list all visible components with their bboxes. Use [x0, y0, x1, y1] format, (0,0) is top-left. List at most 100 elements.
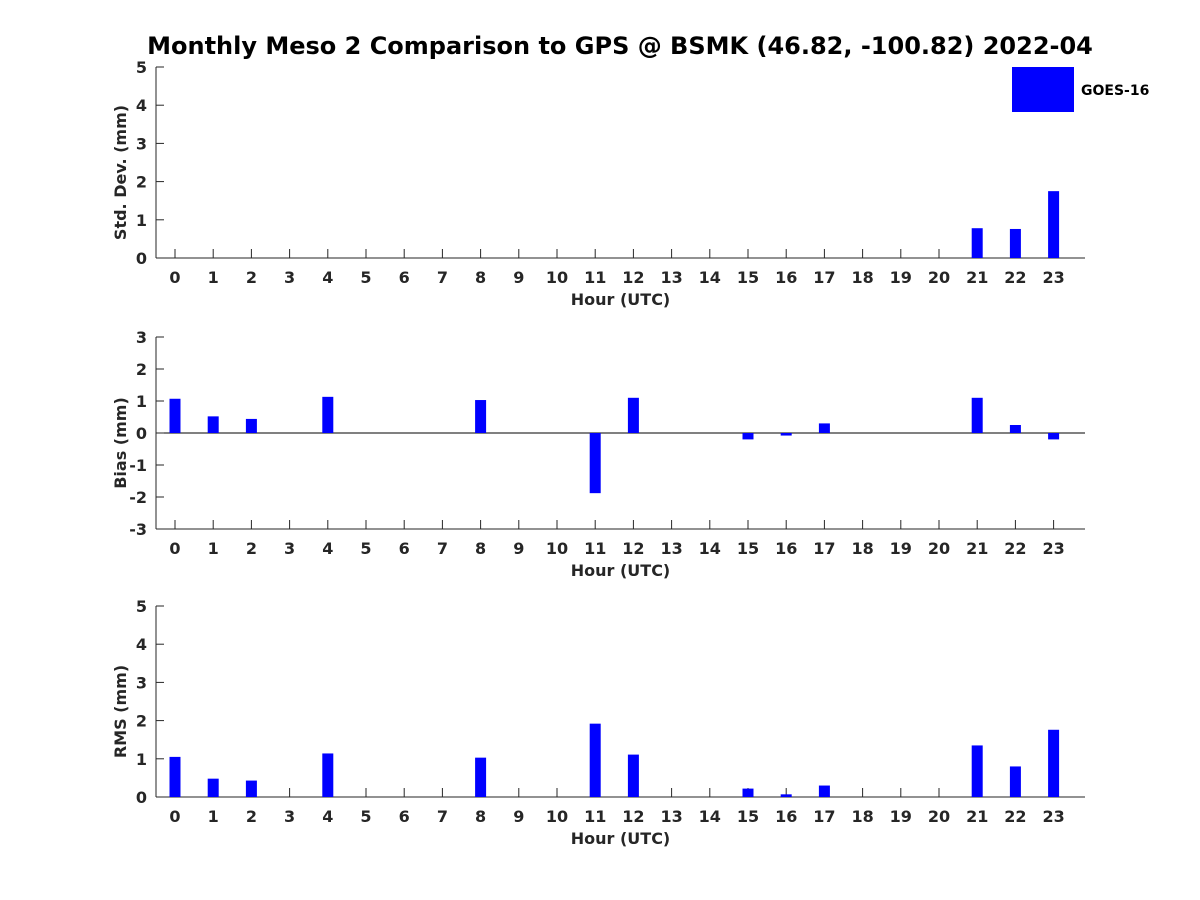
x-tick-label: 14	[699, 539, 721, 558]
x-tick-label: 23	[1042, 807, 1064, 826]
x-tick-label: 4	[322, 807, 333, 826]
y-tick-label: 4	[136, 96, 147, 115]
x-tick-label: 2	[246, 807, 257, 826]
x-tick-label: 7	[437, 268, 448, 287]
y-tick-label: 0	[136, 249, 147, 268]
x-tick-label: 5	[360, 268, 371, 287]
x-tick-label: 10	[546, 539, 568, 558]
bar-stddev-hour-21	[971, 228, 983, 258]
bar-rms-hour-0	[169, 756, 181, 797]
x-tick-label: 1	[208, 807, 219, 826]
y-tick-label: 3	[136, 328, 147, 347]
bar-bias-hour-1	[207, 416, 219, 433]
bar-bias-hour-11	[589, 433, 601, 494]
x-tick-label: 12	[622, 539, 644, 558]
x-tick-label: 7	[437, 539, 448, 558]
x-tick-label: 19	[890, 539, 912, 558]
bar-bias-hour-22	[1009, 425, 1021, 433]
y-tick-label: -2	[129, 488, 147, 507]
bar-rms-hour-23	[1048, 729, 1060, 797]
bar-rms-hour-1	[207, 778, 219, 797]
x-tick-label: 20	[928, 807, 950, 826]
bar-rms-hour-11	[589, 723, 601, 797]
x-tick-label: 9	[513, 539, 524, 558]
x-tick-label: 13	[660, 268, 682, 287]
x-tick-label: 0	[169, 807, 180, 826]
bar-rms-hour-22	[1009, 766, 1021, 797]
bar-stddev-hour-22	[1009, 228, 1021, 258]
y-tick-label: 3	[136, 134, 147, 153]
y-tick-label: -3	[129, 520, 147, 539]
x-tick-label: 18	[851, 807, 873, 826]
x-tick-label: 0	[169, 268, 180, 287]
x-tick-label: 20	[928, 268, 950, 287]
x-tick-label: 18	[851, 268, 873, 287]
bar-bias-hour-23	[1048, 433, 1060, 440]
x-tick-label: 17	[813, 268, 835, 287]
bar-rms-hour-16	[780, 794, 792, 797]
y-tick-label: 0	[136, 788, 147, 807]
y-tick-label: 1	[136, 211, 147, 230]
x-tick-label: 11	[584, 539, 606, 558]
bar-bias-hour-2	[245, 418, 257, 433]
x-tick-label: 3	[284, 539, 295, 558]
bar-stddev-hour-23	[1048, 191, 1060, 258]
x-tick-label: 6	[399, 807, 410, 826]
x-tick-label: 2	[246, 539, 257, 558]
x-tick-label: 5	[360, 807, 371, 826]
x-tick-label: 22	[1004, 807, 1026, 826]
x-tick-label: 22	[1004, 539, 1026, 558]
x-tick-label: 14	[699, 807, 721, 826]
x-tick-label: 8	[475, 539, 486, 558]
x-tick-label: 2	[246, 268, 257, 287]
x-tick-label: 12	[622, 807, 644, 826]
x-tick-label: 17	[813, 539, 835, 558]
x-axis-label: Hour (UTC)	[571, 561, 671, 580]
x-tick-label: 11	[584, 807, 606, 826]
x-tick-label: 10	[546, 268, 568, 287]
y-tick-label: 4	[136, 635, 147, 654]
y-tick-label: 5	[136, 58, 147, 77]
x-tick-label: 18	[851, 539, 873, 558]
y-tick-label: 2	[136, 173, 147, 192]
y-axis-label: Bias (mm)	[111, 397, 130, 489]
y-tick-label: 2	[136, 360, 147, 379]
x-tick-label: 16	[775, 268, 797, 287]
bar-rms-hour-8	[475, 757, 487, 797]
x-tick-label: 19	[890, 268, 912, 287]
x-tick-label: 7	[437, 807, 448, 826]
x-tick-label: 20	[928, 539, 950, 558]
x-tick-label: 9	[513, 268, 524, 287]
x-tick-label: 17	[813, 807, 835, 826]
x-tick-label: 21	[966, 807, 988, 826]
legend-swatch-goes-16	[1012, 67, 1074, 112]
x-tick-label: 13	[660, 807, 682, 826]
bar-bias-hour-15	[742, 433, 754, 440]
bar-bias-hour-8	[475, 400, 487, 433]
bar-rms-hour-21	[971, 745, 983, 797]
x-tick-label: 3	[284, 268, 295, 287]
x-tick-label: 1	[208, 268, 219, 287]
bar-rms-hour-15	[742, 788, 754, 797]
x-tick-label: 12	[622, 268, 644, 287]
bar-bias-hour-0	[169, 398, 181, 433]
y-tick-label: 2	[136, 712, 147, 731]
bar-bias-hour-17	[818, 423, 830, 433]
y-tick-label: 3	[136, 673, 147, 692]
x-tick-label: 4	[322, 539, 333, 558]
x-tick-label: 4	[322, 268, 333, 287]
x-tick-label: 16	[775, 539, 797, 558]
x-tick-label: 15	[737, 539, 759, 558]
y-tick-label: 1	[136, 750, 147, 769]
x-tick-label: 10	[546, 807, 568, 826]
x-tick-label: 15	[737, 807, 759, 826]
chart-title: Monthly Meso 2 Comparison to GPS @ BSMK …	[147, 32, 1093, 60]
bar-bias-hour-21	[971, 397, 983, 433]
bar-rms-hour-17	[818, 785, 830, 797]
x-tick-label: 19	[890, 807, 912, 826]
